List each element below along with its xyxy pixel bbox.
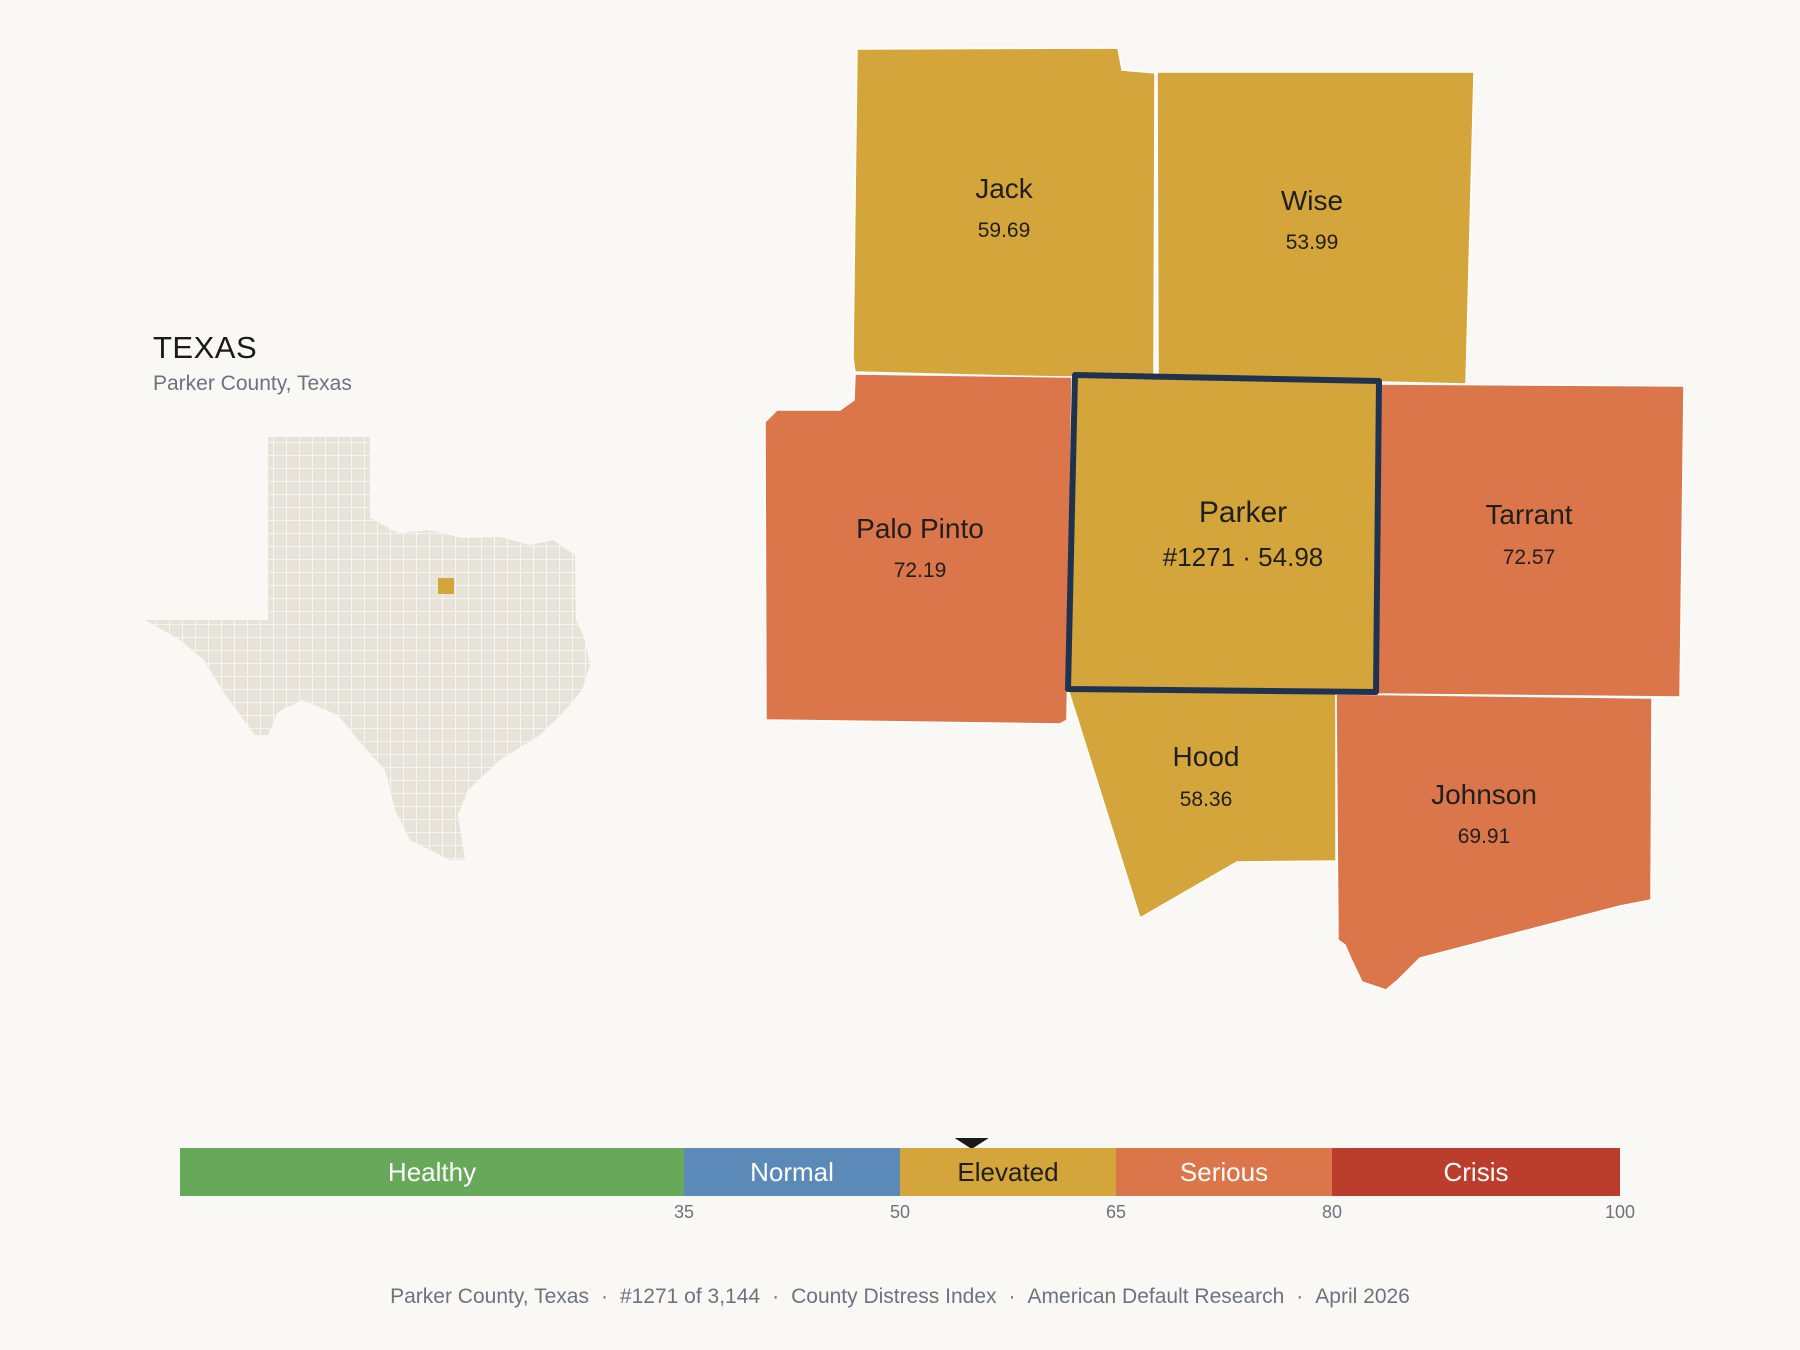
palo-pinto-name: Palo Pinto [856, 513, 984, 544]
hood-value: 58.36 [1180, 788, 1233, 811]
scale-band-normal [684, 1148, 900, 1196]
jack-name: Jack [975, 173, 1034, 204]
scale-tick-100: 100 [1604, 1202, 1636, 1222]
scale-band-serious [1116, 1148, 1332, 1196]
scale-band-healthy [180, 1148, 684, 1196]
scale-band-label-crisis: Crisis [1444, 1157, 1509, 1187]
texas-inset-map [145, 437, 590, 860]
state-title: TEXAS [153, 330, 258, 365]
palo-pinto-value: 72.19 [894, 559, 947, 582]
hood-name: Hood [1173, 741, 1240, 772]
footer-source: American Default Research [1027, 1285, 1285, 1308]
tarrant-name: Tarrant [1485, 499, 1572, 530]
scale-band-label-elevated: Elevated [957, 1157, 1058, 1187]
county-johnson[interactable] [1335, 693, 1653, 991]
scale-tick-80: 80 [1321, 1202, 1343, 1222]
county-palo-pinto[interactable] [764, 373, 1073, 725]
distress-scale: Healthy Normal Elevated Serious Crisis [180, 1138, 1620, 1196]
county-jack[interactable] [852, 47, 1156, 379]
scale-band-elevated [900, 1148, 1116, 1196]
county-tarrant[interactable] [1377, 383, 1685, 698]
scale-tick-35: 35 [673, 1202, 695, 1222]
county-parker[interactable] [1065, 372, 1382, 695]
footer-date: April 2026 [1315, 1285, 1410, 1308]
inset-subtitle: Parker County, Texas [153, 372, 352, 395]
footer-index: County Distress Index [791, 1285, 997, 1308]
footer: Parker County, Texas · #1271 of 3,144 · Coun… [390, 1285, 1410, 1308]
scale-band-label-healthy: Healthy [388, 1157, 476, 1187]
county-wise[interactable] [1156, 71, 1475, 385]
county-map [764, 47, 1685, 991]
parker-name: Parker [1199, 496, 1287, 529]
footer-county: Parker County, Texas [390, 1285, 589, 1308]
scale-marker-icon [954, 1138, 989, 1149]
footer-rank: #1271 of 3,144 [619, 1285, 761, 1308]
scale-band-label-normal: Normal [750, 1157, 834, 1187]
jack-value: 59.69 [978, 219, 1031, 242]
johnson-name: Johnson [1431, 779, 1537, 810]
county-lines [145, 437, 590, 860]
scale-tick-65: 65 [1105, 1202, 1127, 1222]
tarrant-value: 72.57 [1503, 546, 1556, 569]
county-labels: Jack 59.69 Wise 53.99 Palo Pinto 72.19 P… [856, 173, 1573, 848]
scale-band-label-serious: Serious [1180, 1157, 1268, 1187]
johnson-value: 69.91 [1458, 825, 1511, 848]
parker-value: #1271 · 54.98 [1163, 542, 1323, 572]
scale-band-crisis [1332, 1148, 1620, 1196]
wise-name: Wise [1281, 185, 1343, 216]
wise-value: 53.99 [1286, 231, 1339, 254]
inset-parker-highlight [438, 578, 454, 594]
scale-tick-50: 50 [889, 1202, 911, 1222]
